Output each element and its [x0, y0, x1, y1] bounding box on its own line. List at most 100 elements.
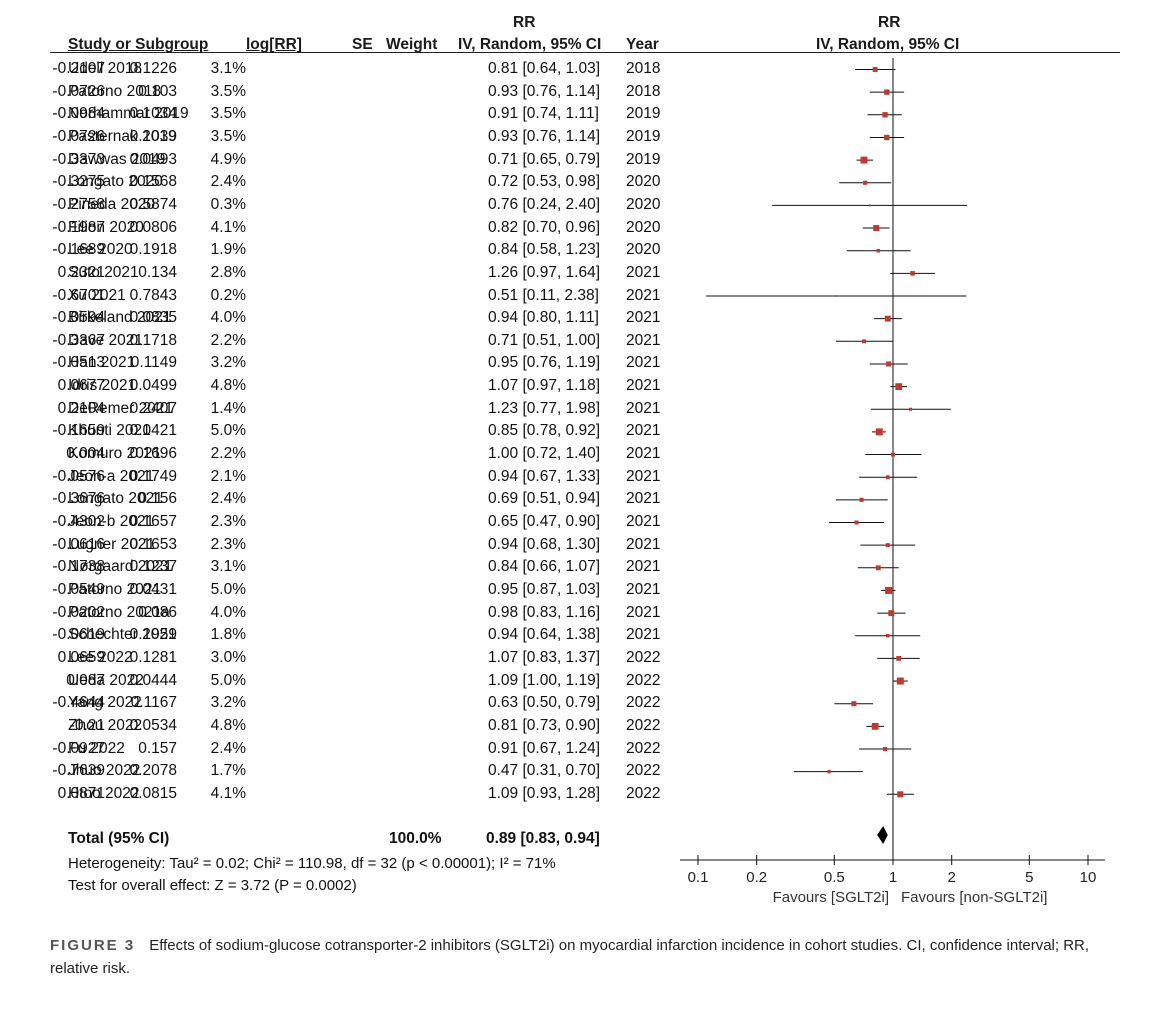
se-value: 0.1568	[129, 173, 177, 191]
weight-value: 5.0%	[210, 671, 246, 689]
log-rr-value: -0.4302	[52, 513, 105, 530]
year-value: 2021	[626, 263, 661, 281]
point-estimate	[885, 475, 890, 480]
study-name: Filion 2020	[68, 218, 144, 236]
log-rr-value: 0.004	[66, 445, 105, 463]
se-value: 0.0444	[129, 671, 177, 689]
study-name: Patorno 2018	[68, 82, 162, 100]
weight-value: 3.2%	[210, 694, 246, 712]
se-value: 0.0431	[129, 580, 177, 598]
year-value: 2021	[626, 286, 661, 304]
ci-value: 0.71 [0.65, 0.79]	[488, 150, 601, 168]
point-estimate	[863, 180, 868, 185]
point-estimate	[859, 497, 864, 502]
table-row: Patorno 2021 -0.0549 0.0431 5.0% 0.95 [0.87,…	[0, 581, 680, 603]
header-rule	[50, 52, 1120, 53]
log-rr-value: -0.3373	[52, 150, 105, 168]
table-row: Jeon-a 2021 -0.0576 0.1749 2.1% 0.94 [0.67, …	[0, 468, 680, 490]
x-tick-label: 0.2	[746, 869, 767, 886]
study-name: Zhou 2022	[68, 716, 143, 734]
point-estimate	[835, 295, 837, 297]
figure-caption: FIGURE 3 Effects of sodium-glucose cotran…	[50, 934, 1120, 980]
year-value: 2020	[626, 218, 661, 236]
point-estimate	[882, 746, 888, 752]
ci-value: 1.07 [0.83, 1.37]	[488, 648, 601, 666]
col-study-header: Study or Subgroup	[68, 36, 209, 53]
favours-left-label: Favours [SGLT2i]	[773, 889, 889, 906]
rr-plot-header: RR	[878, 14, 901, 31]
log-rr-value: -0.0927	[52, 739, 105, 757]
study-name: Jeon-b 2021	[68, 513, 155, 530]
study-name: Han 2021	[68, 354, 136, 372]
ci-value: 0.81 [0.64, 1.03]	[488, 60, 601, 77]
x-tick-label: 2	[948, 869, 956, 886]
year-value: 2022	[626, 694, 661, 712]
pooled-diamond	[877, 826, 888, 844]
point-estimate	[875, 428, 883, 436]
ci-value: 0.65 [0.47, 0.90]	[488, 513, 601, 530]
se-value: 0.1167	[130, 694, 177, 712]
table-row: Lee 2022 0.0659 0.1281 3.0% 1.07 [0.83, 1.37…	[0, 649, 680, 671]
point-estimate	[884, 134, 890, 141]
log-rr-value: -0.0594	[52, 309, 105, 327]
se-value: 0.1918	[129, 241, 177, 259]
study-name: Longato 2021	[68, 490, 163, 508]
table-row: Lugner 2021 -0.0616 0.1653 2.3% 0.94 [0.68, …	[0, 536, 680, 558]
year-value: 2022	[626, 762, 661, 780]
ci-value: 0.69 [0.51, 0.94]	[488, 490, 601, 508]
se-value: 0.1281	[129, 648, 177, 666]
ci-value: 0.85 [0.78, 0.92]	[488, 422, 601, 440]
point-estimate	[891, 452, 895, 457]
ci-value: 0.98 [0.83, 1.16]	[488, 603, 601, 621]
log-rr-value: -0.0726	[52, 127, 105, 145]
weight-value: 1.7%	[210, 762, 246, 780]
x-tick-label: 1	[889, 869, 897, 886]
study-name: Dave 2021	[68, 331, 143, 349]
year-value: 2018	[626, 82, 661, 100]
x-tick-label: 0.1	[688, 869, 709, 886]
se-value: 0.1718	[129, 331, 177, 349]
study-name: Birkeland 2021	[68, 309, 172, 327]
ci-value: 1.07 [0.97, 1.18]	[488, 377, 601, 395]
year-value: 2021	[626, 399, 661, 417]
table-row: Dawwas 2019 -0.3373 0.0493 4.9% 0.71 [0.65, …	[0, 151, 680, 173]
study-name: Xu 2021	[68, 286, 126, 304]
weight-value: 4.0%	[210, 309, 246, 327]
log-rr-value: -0.0616	[52, 535, 105, 553]
year-value: 2022	[626, 716, 661, 734]
weight-value: 4.0%	[210, 603, 246, 621]
table-row: Zhou 2022 -0.21 0.0534 4.8% 0.81 [0.73, 0.90…	[0, 717, 680, 739]
year-value: 2020	[626, 195, 661, 213]
study-name: Idris 2021	[68, 377, 137, 395]
point-estimate	[885, 586, 893, 594]
table-row: Birkeland 2021 -0.0594 0.0835 4.0% 0.94 [0.8…	[0, 309, 680, 331]
ci-value: 0.95 [0.76, 1.19]	[488, 354, 601, 372]
study-name: Lee 2020	[68, 241, 133, 259]
point-estimate	[896, 656, 902, 661]
point-estimate	[854, 520, 859, 525]
se-value: 0.086	[138, 603, 177, 621]
point-estimate	[868, 204, 871, 207]
year-value: 2019	[626, 127, 661, 145]
log-rr-value: -0.0984	[52, 105, 105, 123]
se-value: 0.1237	[129, 558, 177, 576]
total-weight: 100.0%	[389, 830, 442, 847]
se-value: 0.0815	[129, 784, 177, 802]
log-rr-value: -0.1738	[52, 558, 105, 576]
ci-value: 0.63 [0.50, 0.79]	[488, 694, 601, 712]
study-name: Schechter 2021	[68, 626, 177, 644]
log-rr-value: -0.0202	[52, 603, 105, 621]
weight-value: 4.8%	[210, 716, 246, 734]
year-value: 2019	[626, 150, 661, 168]
se-value: 0.1657	[129, 513, 177, 530]
weight-value: 3.0%	[210, 648, 246, 666]
total-ci: 0.89 [0.83, 0.94]	[486, 830, 600, 847]
table-row: Jhuo 2022 -0.7639 0.2078 1.7% 0.47 [0.31, 0.…	[0, 762, 680, 784]
x-tick-label: 0.5	[824, 869, 845, 886]
se-value: 0.1226	[129, 60, 177, 77]
table-row: Idris 2021 0.0677 0.0499 4.8% 1.07 [0.97, 1.…	[0, 377, 680, 399]
study-name: Suto 2021	[68, 263, 139, 281]
ci-value: 0.91 [0.74, 1.11]	[488, 105, 599, 123]
weight-value: 3.1%	[210, 60, 246, 77]
point-estimate	[896, 677, 904, 685]
